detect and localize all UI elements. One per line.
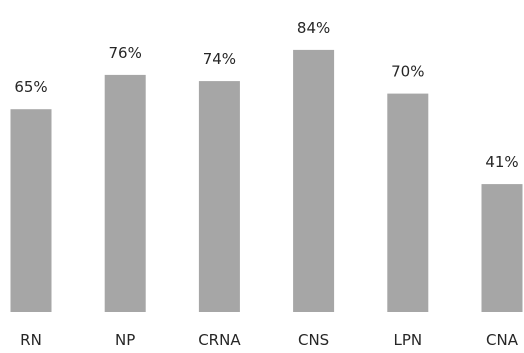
data-label-lpn: 70% — [391, 63, 424, 81]
data-labels-group: 65% 76% 74% 84% 70% 41% — [14, 19, 518, 171]
data-label-rn: 65% — [14, 78, 47, 96]
data-label-cns: 84% — [297, 19, 330, 37]
data-label-crna: 74% — [203, 50, 236, 68]
bar-cna — [481, 184, 523, 312]
bar-np — [104, 74, 146, 313]
bar-rn — [10, 109, 52, 312]
x-tick-label-crna: CRNA — [198, 331, 241, 349]
x-tick-label-cns: CNS — [298, 331, 329, 349]
x-tick-label-np: NP — [115, 331, 135, 349]
x-axis-tick-labels: RN NP CRNA CNS LPN CNA — [20, 331, 519, 349]
bars-group — [10, 49, 523, 313]
bar-cns — [293, 49, 335, 313]
x-tick-label-cna: CNA — [486, 331, 519, 349]
bar-crna — [198, 81, 240, 312]
x-tick-label-lpn: LPN — [393, 331, 422, 349]
data-label-np: 76% — [109, 44, 142, 62]
bar-lpn — [387, 93, 429, 312]
x-tick-label-rn: RN — [20, 331, 42, 349]
data-label-cna: 41% — [485, 153, 518, 171]
